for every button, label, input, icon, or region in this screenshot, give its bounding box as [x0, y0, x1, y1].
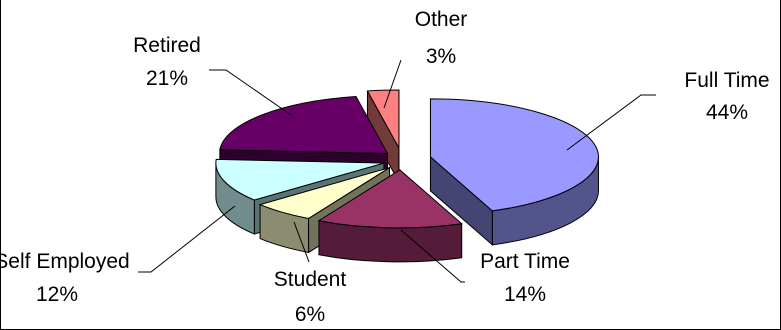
- slice-part-time: [317, 169, 463, 229]
- label-full-time-name: Full Time: [684, 69, 769, 92]
- label-part-time-value: 14%: [504, 283, 546, 306]
- leader-line-other: [383, 59, 402, 109]
- leader-line-full-time: [566, 94, 656, 151]
- label-retired-name: Retired: [133, 34, 201, 57]
- leader-line-part-time: [400, 229, 465, 283]
- label-other-value: 3%: [426, 45, 456, 68]
- label-part-time-name: Part Time: [480, 250, 570, 273]
- slice-self-employed: [215, 158, 385, 201]
- label-full-time-value: 44%: [706, 101, 748, 124]
- label-other-name: Other: [415, 8, 468, 31]
- slice-retired: [219, 95, 389, 154]
- label-self-employed-value: 12%: [36, 283, 78, 306]
- label-self-employed-name: Self Employed: [1, 250, 130, 273]
- label-retired-value: 21%: [146, 67, 188, 90]
- data-labels: Full Time 44% Part Time 14% Student 6% S…: [1, 8, 770, 326]
- label-student-name: Student: [274, 268, 347, 291]
- slice-full-time: [429, 98, 599, 212]
- label-student-value: 6%: [295, 303, 325, 326]
- slice-student: [258, 167, 390, 219]
- slice-other: [366, 89, 400, 149]
- leader-line-self-employed: [138, 205, 236, 273]
- pie-slices: [215, 89, 599, 263]
- leader-line-retired: [209, 69, 292, 116]
- leader-line-student: [293, 221, 310, 263]
